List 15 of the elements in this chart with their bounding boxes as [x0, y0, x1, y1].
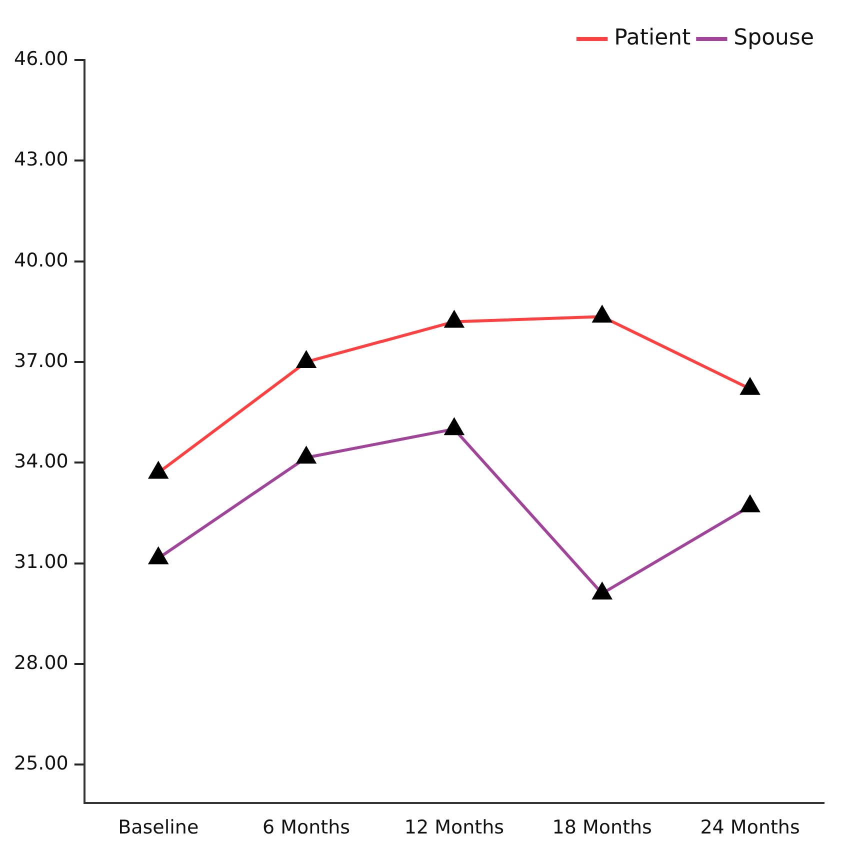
y-tick-label: 25.00 — [14, 752, 68, 775]
x-tick-label: 24 Months — [700, 816, 800, 839]
x-tick-label: 6 Months — [262, 816, 350, 839]
y-tick-label: 34.00 — [14, 450, 68, 473]
x-tick-label: Baseline — [118, 816, 199, 839]
legend-label: Spouse — [734, 26, 814, 51]
y-tick-label: 43.00 — [14, 148, 68, 171]
y-tick-label: 28.00 — [14, 652, 68, 674]
x-tick-label: 12 Months — [404, 816, 504, 839]
y-tick-label: 37.00 — [14, 350, 68, 372]
y-tick-label: 46.00 — [14, 48, 68, 70]
x-tick-label: 18 Months — [552, 816, 652, 839]
legend-label: Patient — [614, 26, 692, 51]
y-tick-label: 31.00 — [14, 551, 68, 574]
y-tick-label: 40.00 — [14, 249, 68, 272]
